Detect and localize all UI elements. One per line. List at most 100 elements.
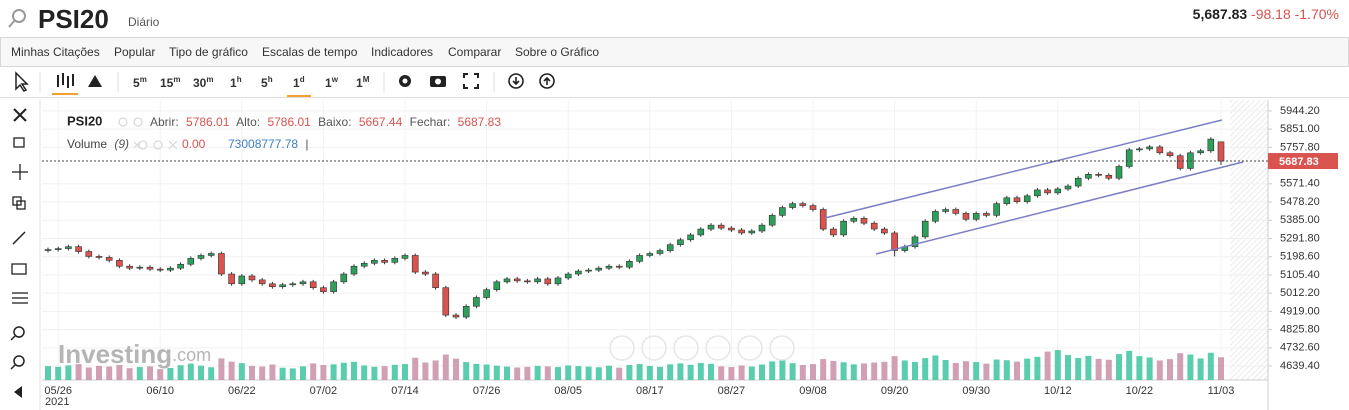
candle-body [269,283,276,288]
download-icon[interactable] [508,73,524,89]
timeframe[interactable]: 30m [193,75,213,90]
candle-body [534,278,541,283]
candle-body [911,236,919,247]
candle-body [371,260,378,264]
volume-bar [799,365,806,380]
candle-body [850,217,858,222]
timeframe-num: 5 [133,76,140,90]
zoom-out-tool[interactable] [10,355,25,370]
legend-icons[interactable] [118,117,178,150]
volume-bar [279,367,286,380]
area-icon[interactable] [88,75,102,87]
timeframe-unit: m [206,75,214,84]
candle-body [1207,138,1215,152]
legend-ohlc: Abrir: 5786.01 Alto: 5786.01 Baixo: 5667… [150,115,501,129]
volume-bar [167,367,174,380]
channel-lower[interactable] [875,161,1244,255]
timeframe[interactable]: 5m [133,75,147,90]
candle-body [575,270,582,275]
volume-bar [667,364,674,380]
camera-icon[interactable] [430,76,446,87]
watermark-brand: Investing [58,339,172,369]
future-area [1230,100,1268,380]
interval: Diário [128,15,160,29]
candle-body [218,253,225,275]
candle-body [921,220,929,238]
candle-body [116,260,123,267]
volume-bar [983,363,990,380]
copy-tool[interactable] [12,196,26,210]
volume-bar [646,365,653,380]
x-tick-label: 08/05 [554,385,582,397]
menu-item[interactable]: Sobre o Gráfico [515,45,600,59]
menu-item[interactable]: Indicadores [371,45,434,59]
volume-bar [993,359,1000,380]
menu-item[interactable]: Minhas Citações [11,45,100,59]
cursor-icon[interactable] [15,71,29,92]
volume-bar [432,360,439,380]
candle-body [65,246,72,249]
timeframe-unit: w [331,75,338,84]
fib-tool[interactable] [12,292,28,304]
candle-body [320,287,327,292]
candle-body [1044,189,1051,194]
volume-bar [402,364,408,380]
candle-body [962,213,970,220]
grid [42,100,1268,380]
candle-body [697,228,705,236]
rect-tool[interactable] [11,263,27,275]
open-label: Abrir: [150,115,179,129]
x-tick-label: 09/08 [799,385,827,397]
candle-body [942,209,949,212]
volume-bar [1065,355,1071,380]
settings-icon[interactable] [399,75,411,87]
timeframe[interactable]: 5h [261,75,273,90]
x-tick-label: 11/03 [1208,385,1235,397]
scroll-controls[interactable] [609,335,795,361]
candle-body [513,278,521,282]
volume-bar [147,366,153,380]
x-tick-label: 08/27 [718,385,746,397]
toolbar: 5m 15m 30m 1h 5h 1d 1w 1M [0,67,1349,98]
candle-body [615,265,623,268]
candle-body [656,250,664,254]
drawing-tools [10,100,41,410]
candle-body [1156,146,1164,154]
candle-icon[interactable] [57,73,74,88]
close-tool[interactable] [13,108,27,122]
volume-bar [952,362,959,380]
volume-bar [269,364,276,380]
upload-icon[interactable] [539,73,555,89]
volume-bar [65,365,72,380]
fullscreen-icon[interactable] [463,73,479,89]
search-icon[interactable] [6,8,28,30]
candle-body [483,289,490,298]
menu-item[interactable]: Popular [114,45,156,59]
menu-item[interactable]: Escalas de tempo [262,45,358,59]
timeframe-unit: h [236,75,242,84]
volume-bar [381,366,388,380]
collapse-tool[interactable] [14,386,22,398]
menu-item[interactable]: Tipo de gráfico [169,45,248,59]
candle-body [687,234,694,241]
line-tool[interactable] [12,231,26,245]
volume-bar [871,362,878,380]
candle-body [279,284,286,288]
candle-body [54,248,62,250]
crosshair-tool[interactable] [12,164,28,180]
candle-body [932,211,939,222]
timeframe[interactable]: 1w [325,75,338,90]
timeframe[interactable]: 1h [230,75,242,90]
select-tool[interactable] [13,137,25,148]
channel-upper[interactable] [824,119,1223,219]
timeframe[interactable]: 1M [356,75,369,90]
timeframe[interactable]: 15m [160,75,180,90]
y-tick-label: 5012.20 [1280,287,1320,299]
timeframe[interactable]: 1d [287,75,311,97]
menu-item[interactable]: Comparar [448,45,502,59]
last-price: 5,687.83 [1192,6,1248,22]
y-tick-label: 5571.40 [1280,178,1320,190]
volume-bar [1034,356,1041,380]
volume-bar [249,365,255,380]
zoom-in-tool[interactable] [10,326,25,341]
